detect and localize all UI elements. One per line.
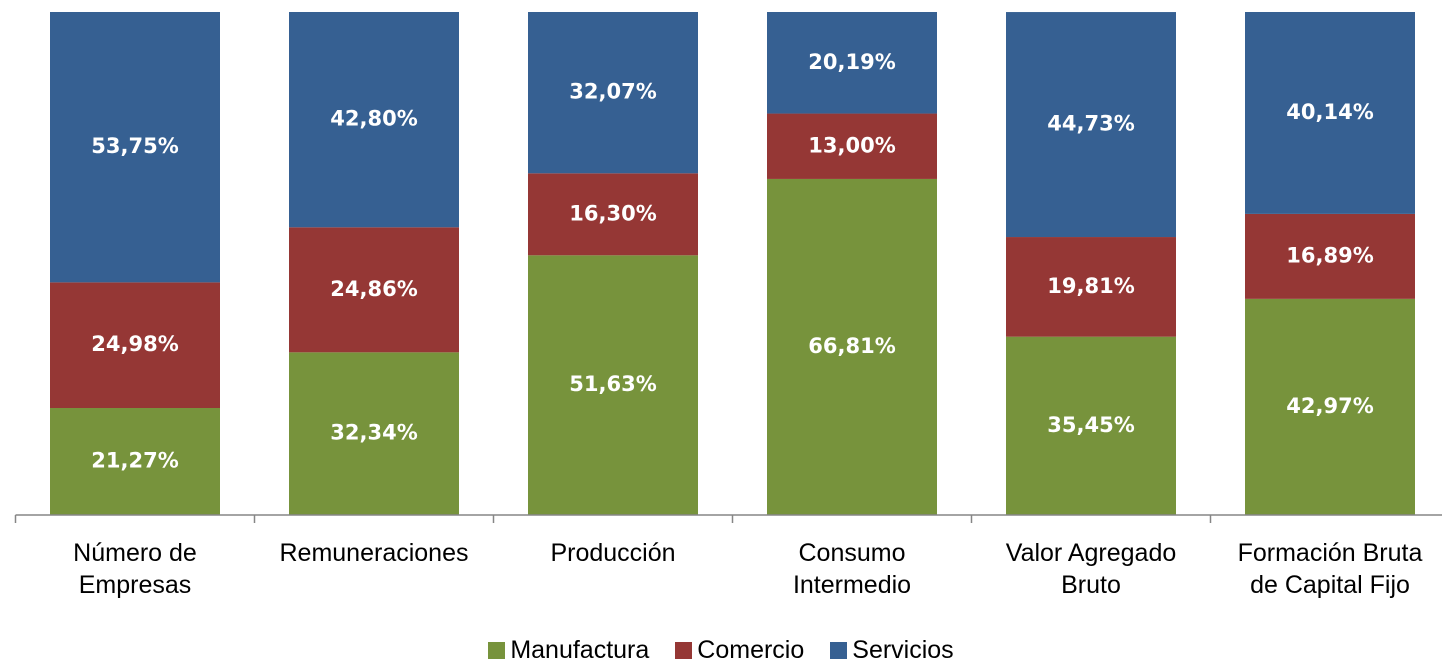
x-tick-label: Producción xyxy=(550,539,676,567)
x-tick-label: Remuneraciones xyxy=(279,539,469,567)
legend-item: Servicios xyxy=(830,636,954,665)
bar-segment xyxy=(767,178,937,516)
legend-item: Comercio xyxy=(675,636,804,665)
legend-label: Manufactura xyxy=(510,636,650,664)
data-label: 19,81% xyxy=(1047,274,1134,298)
bar-segment xyxy=(289,352,459,515)
legend: Manufactura Comercio Servicios xyxy=(0,636,1442,665)
x-tick-label: Número de Empresas xyxy=(73,539,197,599)
data-label: 44,73% xyxy=(1047,112,1134,136)
bar-segment xyxy=(528,12,698,174)
legend-label: Comercio xyxy=(697,636,805,664)
bar-segment xyxy=(50,12,220,283)
data-label: 24,86% xyxy=(330,277,417,301)
bar-segment xyxy=(289,12,459,228)
x-tick-label: Formación Bruta de Capital Fijo xyxy=(1237,539,1423,599)
legend-swatch xyxy=(830,642,848,659)
bar-segment xyxy=(289,227,459,353)
data-label: 16,30% xyxy=(569,201,656,225)
x-tick-label: Consumo Intermedio xyxy=(792,539,912,599)
bar-segment xyxy=(1006,12,1176,238)
data-label: 42,97% xyxy=(1286,394,1373,418)
legend-swatch xyxy=(488,642,506,659)
bar-segment xyxy=(1245,213,1415,299)
bar-segment xyxy=(1006,336,1176,515)
data-label: 53,75% xyxy=(91,134,178,158)
data-label: 51,63% xyxy=(569,372,656,396)
data-label: 35,45% xyxy=(1047,413,1134,437)
data-label: 20,19% xyxy=(808,50,895,74)
data-label: 40,14% xyxy=(1286,100,1373,124)
bar-segment xyxy=(528,255,698,516)
data-label: 42,80% xyxy=(330,107,417,131)
bar-segment xyxy=(528,173,698,256)
data-label: 16,89% xyxy=(1286,243,1373,267)
x-tick-label: Valor Agregado Bruto xyxy=(1005,539,1177,599)
data-label: 13,00% xyxy=(808,133,895,157)
legend-item: Manufactura xyxy=(488,636,649,665)
data-label: 32,07% xyxy=(569,80,656,104)
bar-segment xyxy=(50,408,220,515)
legend-label: Servicios xyxy=(852,636,954,664)
bar-segment xyxy=(1245,12,1415,214)
data-label: 32,34% xyxy=(330,421,417,445)
legend-swatch xyxy=(675,642,693,659)
bar-segment xyxy=(767,113,937,179)
bar-segment xyxy=(1006,237,1176,337)
bar-segment xyxy=(1245,298,1415,515)
bar-segment xyxy=(50,282,220,409)
data-label: 24,98% xyxy=(91,332,178,356)
data-label: 66,81% xyxy=(808,334,895,358)
data-label: 21,27% xyxy=(91,449,178,473)
bar-segment xyxy=(767,12,937,114)
